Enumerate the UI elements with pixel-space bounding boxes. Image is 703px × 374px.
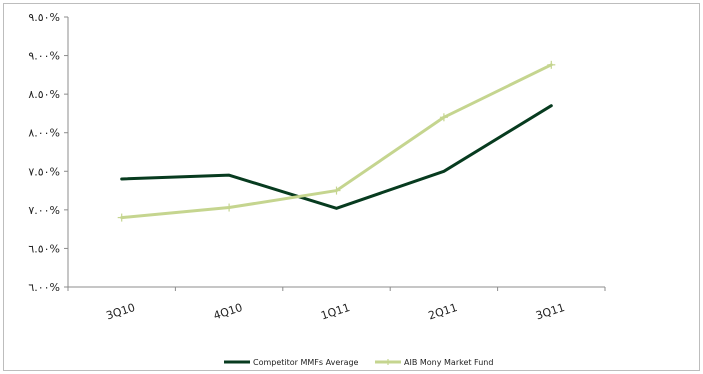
data-point-marker	[225, 203, 234, 212]
x-tick-label: 3Q11	[534, 301, 566, 323]
y-tick-label: ٩.٠٠%	[28, 50, 60, 63]
series-lines	[117, 60, 556, 222]
x-ticks: 3Q10 4Q10 1Q11 2Q11 3Q11	[67, 287, 606, 323]
legend: Competitor MMFs Average AIB Mony Market F…	[224, 358, 493, 367]
y-tick-label: ٨.٥٠%	[28, 88, 60, 101]
x-tick-label: 4Q10	[212, 301, 244, 323]
data-point-marker	[332, 186, 341, 195]
y-tick-label: ٧.٠٠%	[28, 204, 60, 217]
data-point-marker	[547, 60, 556, 69]
series-line-2	[120, 63, 553, 220]
x-tick-label: 3Q10	[105, 301, 137, 323]
legend-label: AIB Mony Market Fund	[404, 358, 493, 367]
legend-label: Competitor MMFs Average	[253, 358, 359, 367]
y-tick-label: ٦.٥٠%	[28, 242, 60, 255]
chart-frame	[3, 3, 700, 371]
series-line-1	[120, 104, 553, 210]
y-ticks: ٦.٠٠% ٦.٥٠% ٧.٠٠% ٧.٥٠% ٨.٠٠% ٨.٥٠% ٩.٠٠% ٩.٥٠%	[28, 11, 68, 294]
y-tick-label: ٩.٥٠%	[28, 11, 60, 24]
y-tick-label: ٦.٠٠%	[28, 281, 60, 294]
data-point-marker	[117, 213, 126, 222]
axes	[67, 17, 605, 288]
y-tick-label: ٨.٠٠%	[28, 127, 60, 140]
x-tick-label: 1Q11	[319, 301, 351, 323]
x-tick-label: 2Q11	[427, 301, 459, 323]
data-point-marker	[439, 113, 448, 122]
y-tick-label: ٧.٥٠%	[28, 165, 60, 178]
